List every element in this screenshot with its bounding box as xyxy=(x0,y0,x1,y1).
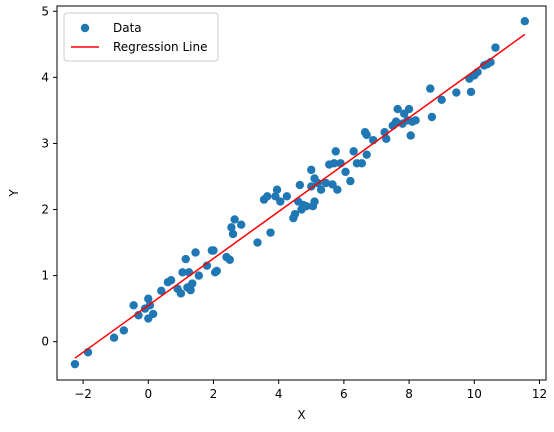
x-axis-ticks: −2 0 2 4 6 8 10 12 xyxy=(74,380,547,401)
data-point xyxy=(307,182,316,191)
x-tick-label: 4 xyxy=(275,387,283,401)
y-tick-label: 0 xyxy=(41,335,49,349)
data-point xyxy=(186,285,195,295)
data-point xyxy=(426,84,435,93)
data-point xyxy=(253,238,262,247)
data-point xyxy=(181,254,190,264)
data-point xyxy=(333,185,342,194)
data-point xyxy=(212,266,221,276)
data-point xyxy=(236,220,246,229)
data-point xyxy=(329,159,339,168)
data-point xyxy=(316,185,326,194)
x-tick-label: 0 xyxy=(144,387,152,401)
data-point xyxy=(357,159,367,168)
data-point xyxy=(157,286,166,295)
data-point xyxy=(341,167,350,177)
data-point xyxy=(109,333,119,342)
data-point xyxy=(310,197,319,206)
data-point xyxy=(202,261,212,270)
data-point xyxy=(272,185,282,194)
data-point xyxy=(404,104,414,114)
data-point xyxy=(307,165,316,175)
x-tick-label: −2 xyxy=(74,387,92,401)
legend-regression-label: Regression Line xyxy=(113,40,207,54)
data-point xyxy=(129,301,138,310)
legend: Data Regression Line xyxy=(63,12,219,62)
data-point xyxy=(427,112,437,122)
x-tick-label: 8 xyxy=(405,387,413,401)
y-axis-label: Y xyxy=(7,189,21,198)
data-point xyxy=(302,202,311,211)
data-point xyxy=(382,134,391,144)
data-point xyxy=(119,326,129,335)
legend-data-marker xyxy=(80,23,90,33)
data-point xyxy=(321,178,331,188)
x-tick-label: 6 xyxy=(340,387,348,401)
y-tick-label: 5 xyxy=(41,4,49,18)
data-point xyxy=(520,16,530,26)
data-point xyxy=(282,192,292,201)
data-point xyxy=(452,88,461,97)
plot-area xyxy=(57,6,546,380)
data-point xyxy=(178,268,187,277)
x-axis-label: X xyxy=(297,408,305,422)
data-point xyxy=(491,43,500,52)
x-tick-label: 12 xyxy=(532,387,547,401)
data-point xyxy=(144,294,153,303)
data-point xyxy=(466,87,476,97)
y-tick-label: 4 xyxy=(41,70,49,84)
data-point xyxy=(349,147,358,156)
data-point xyxy=(295,180,305,190)
data-point xyxy=(209,246,218,255)
data-point xyxy=(362,150,371,159)
y-tick-label: 2 xyxy=(41,203,49,217)
data-point xyxy=(225,255,234,264)
data-point xyxy=(437,95,446,105)
data-point xyxy=(228,229,238,239)
data-point xyxy=(331,147,340,156)
chart-marks xyxy=(70,16,530,369)
x-tick-label: 2 xyxy=(210,387,218,401)
data-point xyxy=(271,192,280,201)
data-point xyxy=(406,131,415,140)
data-point xyxy=(328,180,337,189)
data-point xyxy=(276,197,285,206)
regression-line xyxy=(74,33,526,359)
x-tick-label: 10 xyxy=(467,387,482,401)
data-point xyxy=(188,279,197,288)
data-point xyxy=(263,192,272,201)
data-point xyxy=(290,209,300,219)
data-point xyxy=(346,176,355,186)
data-point xyxy=(70,359,80,369)
legend-data-label: Data xyxy=(113,21,142,35)
data-point xyxy=(176,289,186,298)
data-point xyxy=(166,276,176,285)
y-tick-label: 1 xyxy=(41,269,49,283)
data-point xyxy=(266,228,275,237)
data-point xyxy=(393,104,402,114)
data-point xyxy=(411,116,420,125)
plot-frame xyxy=(56,5,547,381)
data-point xyxy=(194,271,204,280)
data-point xyxy=(227,223,236,232)
y-axis-ticks: 0 1 2 3 4 5 xyxy=(41,4,57,349)
data-point xyxy=(191,248,200,257)
data-point xyxy=(362,130,371,140)
data-point xyxy=(230,215,239,224)
data-point xyxy=(391,117,401,126)
y-tick-label: 3 xyxy=(41,136,49,150)
legend-box xyxy=(63,12,219,62)
data-point xyxy=(148,309,158,319)
